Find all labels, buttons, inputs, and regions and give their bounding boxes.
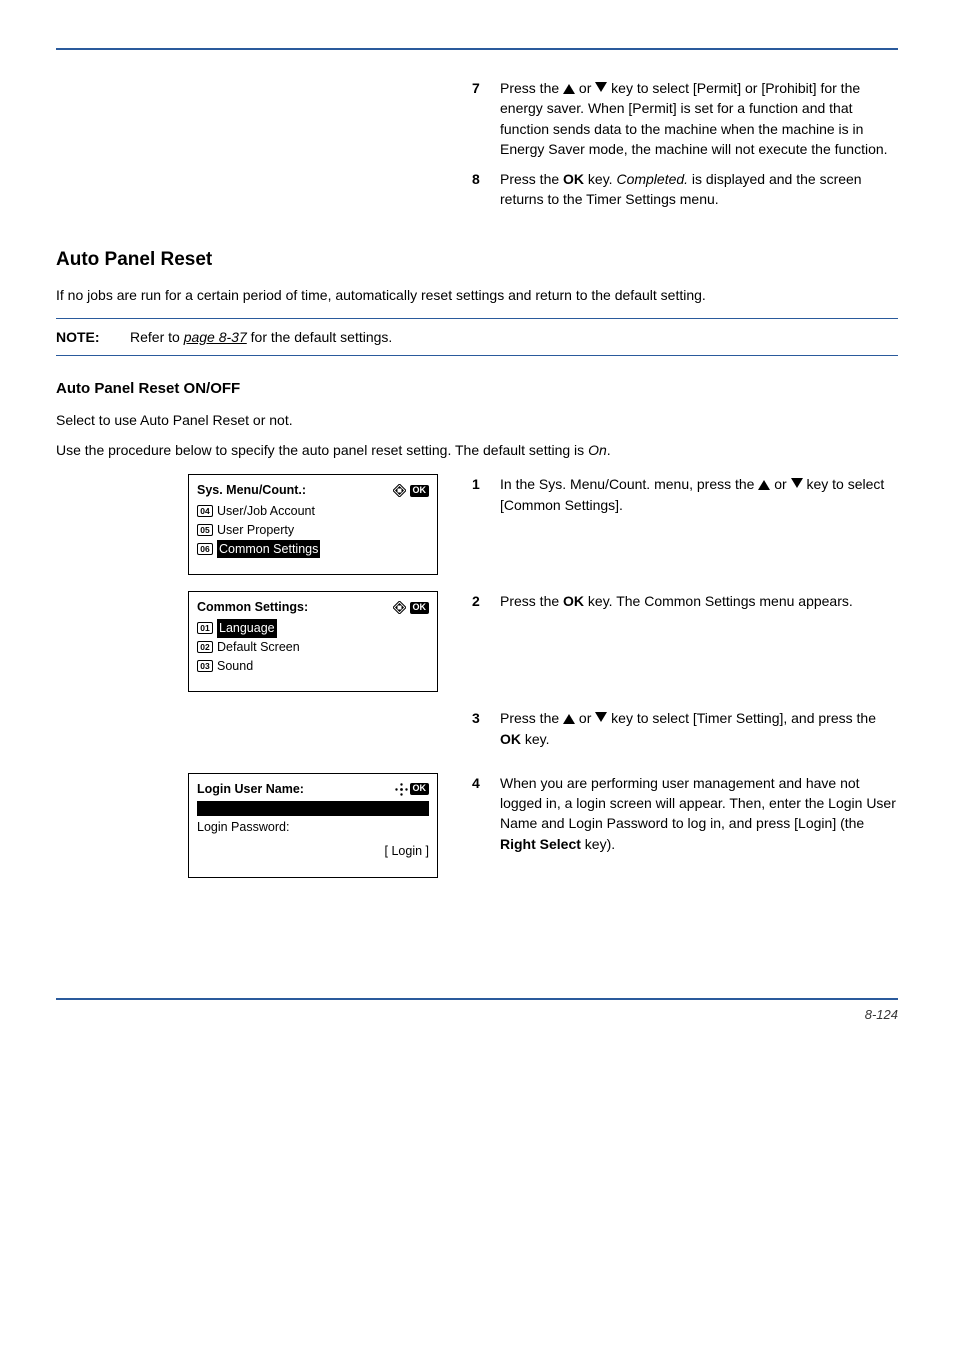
- step-body: Press the or key to select [Permit] or […: [500, 78, 898, 159]
- ok-icon: OK: [410, 602, 430, 614]
- ok-icon: OK: [410, 783, 430, 795]
- lcd-line: 04User/Job Account: [197, 502, 429, 521]
- step-number: 2: [472, 591, 486, 611]
- lcd-common-settings: Common Settings: OK 01Language 02Default…: [188, 591, 438, 692]
- note-label: NOTE:: [56, 327, 118, 347]
- aproff-p2: Use the procedure below to specify the a…: [56, 440, 898, 460]
- heading-auto-panel-reset: Auto Panel Reset: [56, 246, 898, 274]
- lcd-line-selected: 01Language: [197, 619, 429, 638]
- step-2: 2 Press the OK key. The Common Settings …: [472, 591, 898, 611]
- lcd-login-user-field: [197, 801, 429, 816]
- nav-dots-icon: [395, 783, 406, 796]
- down-triangle-icon: [595, 712, 607, 722]
- step-1: 1 In the Sys. Menu/Count. menu, press th…: [472, 474, 898, 515]
- lcd-title: Login User Name:: [197, 780, 304, 799]
- bottom-rule: [56, 998, 898, 1000]
- apr-intro-paragraph: If no jobs are run for a certain period …: [56, 285, 898, 305]
- ok-icon: OK: [410, 485, 430, 497]
- down-triangle-icon: [595, 82, 607, 92]
- nav-diamond-icon: [393, 601, 406, 614]
- lcd-line: 05User Property: [197, 521, 429, 540]
- intro-steps: 7 Press the or key to select [Permit] or…: [56, 78, 898, 220]
- note-link[interactable]: page 8-37: [184, 329, 247, 345]
- step-number: 4: [472, 773, 486, 854]
- step-body: When you are performing user management …: [500, 773, 898, 854]
- aproff-p1: Select to use Auto Panel Reset or not.: [56, 410, 898, 430]
- up-triangle-icon: [563, 714, 575, 724]
- top-rule: [56, 48, 898, 50]
- lcd-login-pass-row: Login Password:: [197, 818, 429, 837]
- subheading-apr-onoff: Auto Panel Reset ON/OFF: [56, 378, 898, 400]
- up-triangle-icon: [563, 84, 575, 94]
- lcd-sys-menu: Sys. Menu/Count.: OK 04User/Job Account …: [188, 474, 438, 575]
- step-number: 8: [472, 169, 486, 210]
- step-body: Press the OK key. The Common Settings me…: [500, 591, 898, 611]
- note-text: Refer to page 8-37 for the default setti…: [130, 327, 392, 347]
- page-number: 8-124: [56, 1006, 898, 1025]
- step-number: 1: [472, 474, 486, 515]
- lcd-line: 02Default Screen: [197, 638, 429, 657]
- lcd-title: Sys. Menu/Count.:: [197, 481, 306, 500]
- step-body: Press the OK key. Completed. is displaye…: [500, 169, 898, 210]
- down-triangle-icon: [791, 478, 803, 488]
- step-8: 8 Press the OK key. Completed. is displa…: [472, 169, 898, 210]
- lcd-title: Common Settings:: [197, 598, 308, 617]
- up-triangle-icon: [758, 480, 770, 490]
- step-body: Press the or key to select [Timer Settin…: [500, 708, 898, 749]
- lcd-line-selected: 06Common Settings: [197, 540, 429, 559]
- step-7: 7 Press the or key to select [Permit] or…: [472, 78, 898, 159]
- lcd-login: Login User Name: OK Login Password: [ Lo…: [188, 773, 438, 878]
- step-number: 3: [472, 708, 486, 749]
- step-4: 4 When you are performing user managemen…: [472, 773, 898, 854]
- step-body: In the Sys. Menu/Count. menu, press the …: [500, 474, 898, 515]
- note-box: NOTE: Refer to page 8-37 for the default…: [56, 318, 898, 356]
- step-3: 3 Press the or key to select [Timer Sett…: [472, 708, 898, 749]
- nav-diamond-icon: [393, 484, 406, 497]
- step-number: 7: [472, 78, 486, 159]
- lcd-login-button: [ Login ]: [197, 842, 429, 861]
- lcd-line: 03Sound: [197, 657, 429, 676]
